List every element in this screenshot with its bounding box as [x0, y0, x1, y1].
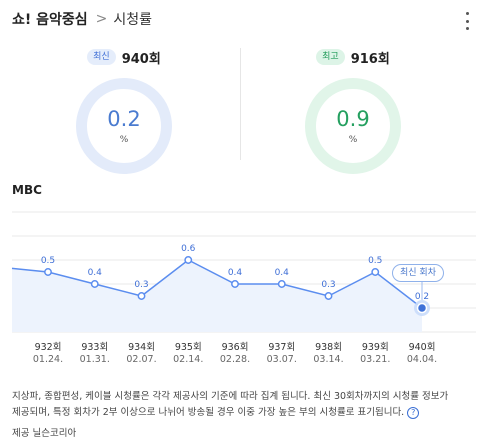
- x-tick-episode: 933회: [81, 342, 108, 353]
- best-rating-unit: %: [348, 135, 358, 145]
- footnote: 지상파, 종합편성, 케이블 시청률은 각각 제공사의 기준에 따라 집계 됩니…: [12, 389, 474, 421]
- data-label: 0.5: [41, 256, 55, 266]
- x-tick-episode: 940회: [409, 342, 436, 353]
- data-point: [184, 256, 193, 264]
- help-icon[interactable]: ?: [407, 406, 420, 419]
- x-tick-date: 03.14.: [313, 354, 343, 365]
- x-tick-date: 03.07.: [267, 354, 297, 365]
- x-tick-date: 01.24.: [33, 354, 63, 365]
- data-point: [231, 280, 239, 288]
- best-rating-card: 최고 916회 0.9 %: [253, 46, 453, 174]
- latest-rating-unit: %: [119, 135, 129, 145]
- more-options-icon[interactable]: [464, 12, 470, 30]
- series-line: [11, 259, 423, 309]
- footnote-line-2: 제공되며, 특정 회차가 2부 이상으로 나뉘어 방송될 경우 이중 가장 높은…: [12, 407, 405, 418]
- latest-badge: 최신: [87, 49, 116, 65]
- x-tick-date: 01.31.: [80, 354, 110, 365]
- card-divider: [240, 48, 241, 160]
- data-label: 0.4: [228, 268, 243, 278]
- data-point: [324, 292, 333, 300]
- x-tick-episode: 938회: [315, 342, 342, 353]
- x-tick-date: 02.14.: [173, 354, 203, 365]
- footnote-line-1: 지상파, 종합편성, 케이블 시청률은 각각 제공사의 기준에 따라 집계 됩니…: [12, 391, 449, 402]
- data-label: 0.5: [368, 256, 382, 266]
- series-area: [12, 260, 422, 332]
- latest-rating-value: 0.2: [107, 107, 141, 131]
- x-tick-episode: 936회: [222, 342, 249, 353]
- data-point: [44, 268, 52, 276]
- x-tick-date: 03.21.: [360, 354, 390, 365]
- x-tick-date: 02.28.: [220, 354, 250, 365]
- breadcrumb: 쇼! 음악중심 > 시청률: [12, 8, 152, 30]
- data-label: 0.6: [181, 244, 196, 254]
- x-tick-episode: 939회: [362, 342, 389, 353]
- data-label: 0.3: [321, 280, 335, 290]
- data-provider: 제공 닐슨코리아: [12, 428, 77, 439]
- program-title-link[interactable]: 쇼! 음악중심: [12, 12, 88, 28]
- latest-rating-ring: 0.2 %: [76, 78, 172, 174]
- broadcaster-label: MBC: [12, 183, 42, 197]
- x-tick-date: 02.07.: [126, 354, 156, 365]
- x-tick-episode: 934회: [128, 342, 155, 353]
- data-point: [90, 280, 99, 288]
- best-rating-ring: 0.9 %: [305, 78, 401, 174]
- breadcrumb-separator: >: [95, 11, 108, 27]
- x-tick-date: 04.04.: [407, 354, 437, 365]
- best-badge: 최고: [316, 49, 345, 65]
- page-title: 시청률: [113, 12, 153, 28]
- x-tick-episode: 932회: [35, 342, 62, 353]
- latest-episode-tooltip: 최신 회차: [392, 264, 444, 282]
- latest-rating-card: 최신 940회 0.2 %: [24, 46, 224, 174]
- latest-episode: 940회: [121, 51, 161, 67]
- x-tick-episode: 935회: [175, 342, 202, 353]
- data-point: [137, 292, 146, 300]
- data-point: [371, 268, 380, 276]
- data-label: 0.3: [134, 280, 148, 290]
- best-episode: 916회: [350, 51, 390, 67]
- data-point: [277, 280, 286, 288]
- best-rating-value: 0.9: [336, 107, 370, 131]
- x-tick-episode: 937회: [268, 342, 295, 353]
- data-label: 0.4: [275, 268, 290, 278]
- data-label: 0.4: [88, 268, 103, 278]
- data-point: [416, 302, 428, 314]
